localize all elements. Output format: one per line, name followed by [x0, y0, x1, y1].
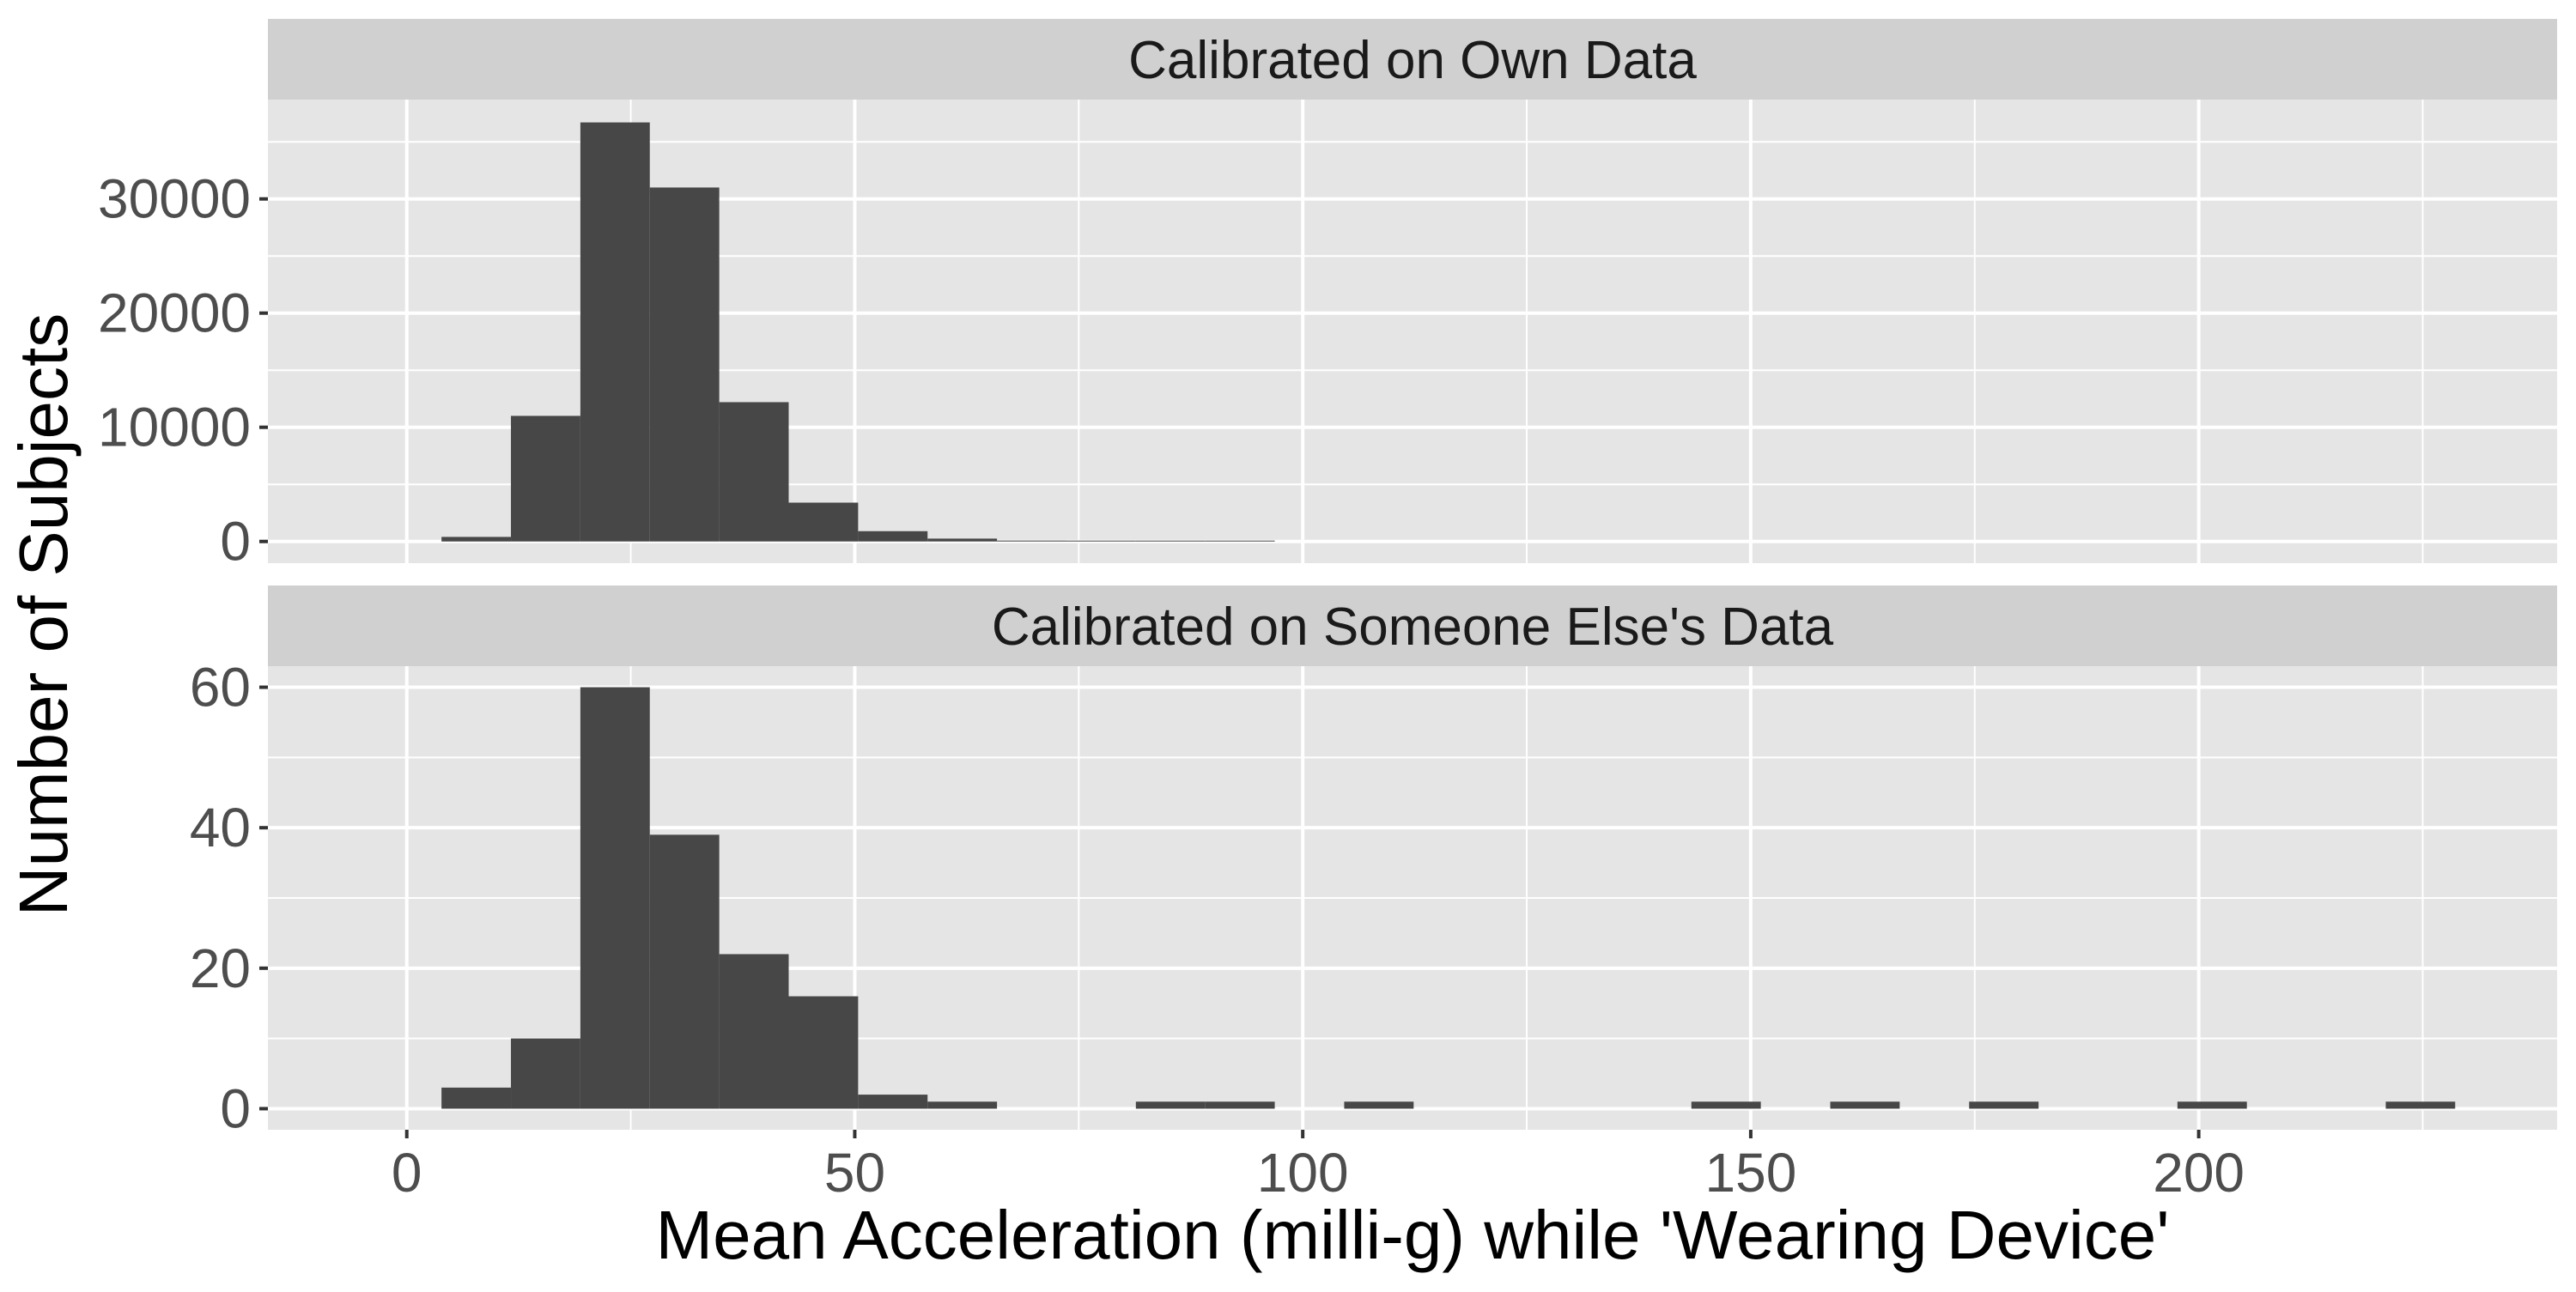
bars-own-data: [441, 122, 1275, 542]
histogram-bar: [858, 531, 928, 542]
y-tick-label: 10000: [98, 397, 251, 458]
histogram-bar: [1344, 1101, 1414, 1109]
histogram-bar: [1135, 1101, 1206, 1109]
histogram-bar: [511, 416, 580, 542]
strip-label-someone-else-data: Calibrated on Someone Else's Data: [992, 597, 1834, 657]
histogram-bar: [511, 1038, 580, 1109]
histogram-bar: [719, 954, 789, 1109]
y-tick-label: 60: [190, 657, 251, 719]
y-tick-label: 20: [190, 937, 251, 999]
histogram-bar: [580, 687, 650, 1109]
histogram-bar: [649, 187, 720, 542]
bars-someone-else-data: [441, 687, 2456, 1109]
histogram-bar: [719, 402, 789, 542]
y-tick-label: 0: [220, 511, 251, 573]
strip-own-data: [268, 19, 2557, 100]
histogram-bar: [1205, 1101, 1275, 1109]
y-axis-someone-else-data: 0 20 40 60: [190, 657, 268, 1139]
histogram-bar: [1135, 540, 1206, 542]
x-axis: 0 50 100 150 200: [392, 1130, 2245, 1204]
histogram-bar: [441, 537, 512, 542]
y-tick-label: 40: [190, 797, 251, 858]
histogram-bar: [858, 1095, 928, 1109]
panel-own-data: Calibrated on Own Data 0 10000 20000 30000: [98, 19, 2557, 573]
histogram-bar: [1691, 1101, 1761, 1109]
histogram-bar: [2385, 1101, 2456, 1109]
y-tick-label: 0: [220, 1077, 251, 1139]
histogram-bar: [441, 1087, 512, 1109]
y-axis-own-data: 0 10000 20000 30000: [98, 168, 268, 573]
histogram-bar: [788, 502, 859, 542]
histogram-bar: [1205, 540, 1275, 542]
x-tick-label: 200: [2153, 1142, 2245, 1204]
x-tick-label: 150: [1705, 1142, 1797, 1204]
histogram-bar: [997, 540, 1066, 542]
histogram-bar: [2177, 1101, 2247, 1109]
histogram-bar: [927, 1101, 998, 1109]
histogram-bar: [788, 996, 859, 1109]
strip-label-own-data: Calibrated on Own Data: [1128, 31, 1697, 90]
histogram-bar: [927, 538, 998, 542]
x-tick-label: 0: [392, 1142, 422, 1204]
histogram-bar: [1830, 1101, 1900, 1109]
y-tick-label: 30000: [98, 168, 251, 230]
histogram-bar: [649, 834, 720, 1109]
y-tick-label: 20000: [98, 282, 251, 344]
histogram-bar: [580, 122, 650, 542]
histogram-bar: [1969, 1101, 2039, 1109]
x-tick-label: 50: [824, 1142, 885, 1204]
y-axis-title: Number of Subjects: [5, 313, 82, 917]
histogram-bar: [1066, 540, 1136, 542]
x-axis-title: Mean Acceleration (milli-g) while 'Weari…: [655, 1197, 2169, 1273]
x-tick-label: 100: [1257, 1142, 1349, 1204]
strip-someone-else-data: [268, 585, 2557, 666]
panel-someone-else-data: Calibrated on Someone Else's Data 0 20 40 6…: [190, 585, 2557, 1139]
